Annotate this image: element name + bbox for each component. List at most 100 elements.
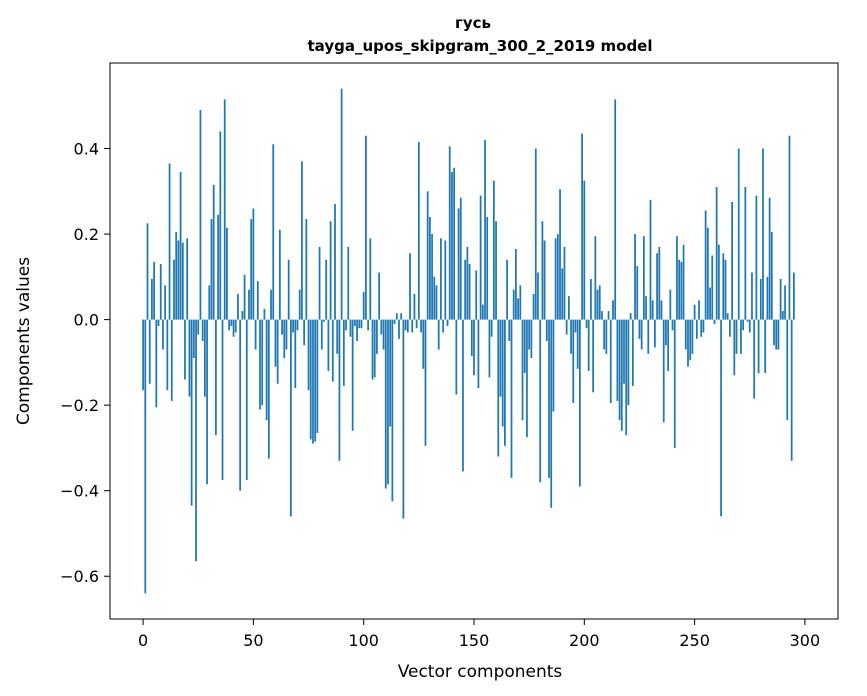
- bar-129: [426, 191, 429, 320]
- bar-59: [272, 144, 275, 320]
- bar-221: [629, 313, 632, 320]
- bar-134: [437, 319, 440, 350]
- bar-94: [349, 319, 352, 337]
- y-tick-label-3: 0.0: [74, 311, 99, 330]
- y-tick-label-0: −0.6: [60, 567, 99, 586]
- bar-169: [515, 249, 517, 320]
- bar-163: [501, 319, 504, 427]
- bar-26: [199, 110, 202, 320]
- bar-286: [773, 319, 775, 346]
- bar-215: [616, 319, 619, 401]
- bar-273: [744, 187, 747, 320]
- bar-93: [347, 246, 350, 320]
- bar-77: [312, 319, 314, 444]
- bar-147: [466, 246, 469, 320]
- bar-56: [265, 319, 268, 421]
- bar-44: [239, 319, 242, 491]
- bar-231: [651, 300, 654, 320]
- bar-208: [601, 311, 603, 320]
- x-tick-label-0: 0: [138, 631, 148, 650]
- bar-35: [219, 131, 222, 320]
- bar-170: [517, 298, 519, 320]
- bar-92: [345, 319, 347, 331]
- bar-160: [495, 221, 497, 320]
- bar-182: [543, 240, 546, 320]
- bar-85: [329, 221, 332, 320]
- bar-75: [307, 319, 310, 391]
- bar-119: [404, 319, 407, 331]
- bar-185: [550, 319, 553, 508]
- bar-21: [188, 319, 191, 397]
- bar-108: [380, 319, 383, 335]
- bar-250: [693, 304, 696, 320]
- bar-55: [263, 308, 266, 320]
- y-tick-label-5: 0.4: [74, 140, 99, 159]
- bar-22: [190, 319, 193, 506]
- bar-29: [206, 319, 208, 485]
- bar-213: [612, 300, 614, 320]
- bar-243: [678, 259, 681, 320]
- x-tick-label-50: 50: [243, 631, 263, 650]
- bar-7: [157, 319, 160, 327]
- bar-101: [365, 135, 367, 320]
- bar-252: [698, 300, 700, 320]
- bar-6: [155, 319, 158, 408]
- bar-193: [567, 296, 570, 320]
- chart-title: гусь: [455, 14, 491, 32]
- bar-189: [559, 189, 561, 320]
- bar-27: [201, 319, 204, 341]
- bar-190: [561, 268, 564, 320]
- bar-261: [717, 244, 720, 320]
- bar-269: [735, 319, 738, 354]
- bar-275: [748, 319, 751, 333]
- bar-17: [179, 172, 182, 320]
- bar-271: [740, 319, 742, 354]
- bar-283: [766, 276, 769, 320]
- bar-61: [276, 319, 279, 384]
- bar-37: [223, 99, 226, 320]
- bar-264: [724, 259, 727, 320]
- bar-159: [492, 180, 495, 320]
- bar-10: [164, 285, 167, 320]
- bar-181: [541, 221, 544, 320]
- bar-113: [391, 319, 394, 502]
- bar-124: [415, 319, 418, 329]
- bar-151: [475, 270, 478, 320]
- bar-76: [309, 319, 312, 440]
- bar-195: [572, 319, 575, 404]
- bar-272: [742, 319, 745, 331]
- bar-204: [592, 319, 594, 393]
- bar-5: [153, 261, 155, 320]
- bar-295: [793, 272, 795, 320]
- bar-270: [737, 148, 740, 320]
- bar-9: [162, 319, 164, 350]
- bar-111: [387, 319, 389, 485]
- bar-99: [360, 319, 363, 329]
- bar-209: [603, 319, 606, 350]
- bar-200: [583, 180, 586, 320]
- bar-235: [660, 300, 663, 320]
- bar-112: [389, 319, 392, 427]
- bar-121: [409, 253, 411, 320]
- bar-40: [230, 319, 233, 327]
- bar-203: [590, 278, 592, 320]
- bar-164: [504, 319, 506, 446]
- y-tick-label-2: −0.2: [60, 396, 99, 415]
- bar-104: [371, 319, 374, 380]
- bar-220: [627, 319, 630, 406]
- bar-20: [186, 238, 189, 320]
- bar-157: [488, 319, 491, 378]
- bar-284: [768, 197, 771, 320]
- bar-186: [552, 319, 555, 412]
- bar-91: [342, 319, 345, 386]
- bar-152: [477, 319, 480, 389]
- bar-191: [563, 246, 566, 320]
- bar-3: [148, 319, 151, 384]
- bar-38: [226, 227, 228, 320]
- bar-199: [581, 133, 583, 320]
- bar-162: [499, 319, 502, 397]
- bar-79: [316, 319, 319, 433]
- bar-260: [715, 187, 718, 320]
- bar-89: [338, 319, 341, 461]
